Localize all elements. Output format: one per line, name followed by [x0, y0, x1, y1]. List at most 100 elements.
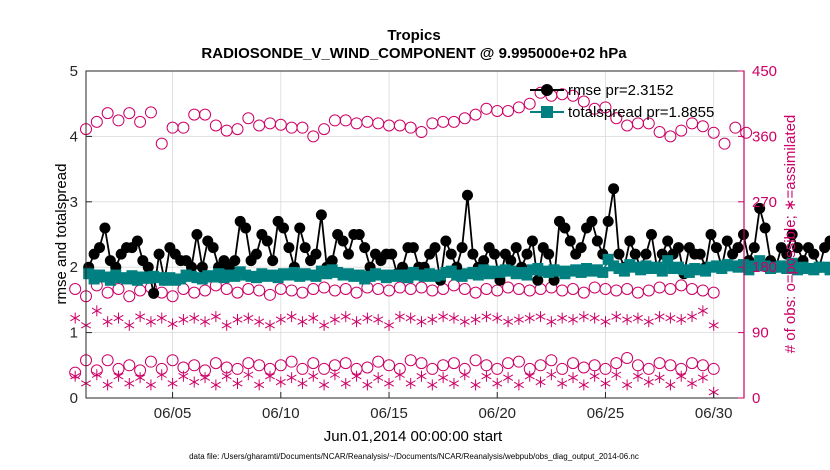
- rmse-point: [673, 242, 685, 254]
- y2-axis-label: # of obs: o=possible; ∗=assimilated: [782, 115, 799, 354]
- obs-possible-point: [166, 354, 179, 367]
- obs-possible-point: [383, 284, 396, 297]
- obs-assimilated-point: [156, 369, 167, 381]
- asterisk-stroke: [91, 371, 102, 378]
- obs-assimilated-point: [589, 370, 600, 382]
- asterisk-stroke: [156, 371, 167, 378]
- obs-assimilated-point: [384, 319, 395, 331]
- y-tick-label: 2: [70, 259, 78, 276]
- y2-tick-label: 0: [752, 390, 760, 407]
- asterisk-stroke: [200, 374, 211, 381]
- obs-possible-point: [707, 362, 720, 375]
- obs-possible-point: [274, 359, 287, 372]
- obs-assimilated-point: [297, 377, 308, 389]
- obs-assimilated-point: [254, 379, 265, 391]
- asterisk-stroke: [373, 374, 384, 381]
- asterisk-stroke: [481, 373, 492, 380]
- asterisk-stroke: [145, 318, 156, 325]
- asterisk-stroke: [254, 318, 265, 325]
- obs-possible-point: [642, 362, 655, 375]
- obs-assimilated-point: [654, 372, 665, 384]
- obs-possible-point: [318, 123, 331, 136]
- rmse-point: [532, 274, 544, 286]
- legend: rmse pr=2.3152 totalspread pr=1.8855: [530, 82, 714, 121]
- obs-possible-point: [177, 121, 190, 134]
- asterisk-stroke: [611, 313, 622, 320]
- obs-possible-point: [664, 359, 677, 372]
- y-tick-label: 1: [70, 325, 78, 342]
- obs-assimilated-point: [70, 312, 81, 324]
- obs-assimilated-point: [232, 377, 243, 389]
- rmse-point: [131, 235, 143, 247]
- obs-assimilated-point: [91, 305, 102, 317]
- obs-assimilated-point: [189, 312, 200, 324]
- rmse-point: [250, 248, 262, 260]
- obs-assimilated-point: [524, 312, 535, 324]
- asterisk-stroke: [70, 314, 81, 322]
- obs-possible-point: [166, 290, 179, 303]
- asterisk-stroke: [654, 374, 665, 381]
- obs-assimilated-point: [102, 379, 113, 391]
- obs-assimilated-point: [578, 379, 589, 391]
- asterisk-stroke: [513, 316, 524, 323]
- rmse-point: [591, 235, 603, 247]
- obs-assimilated-point: [438, 311, 449, 323]
- obs-possible-point: [101, 354, 114, 367]
- rmse-point: [754, 202, 766, 214]
- rmse-point: [640, 248, 652, 260]
- asterisk-stroke: [135, 313, 146, 320]
- rmse-point: [267, 255, 279, 267]
- obs-assimilated-point: [427, 314, 438, 326]
- y-tick-label: 3: [70, 194, 78, 211]
- y2-tick-label: 450: [752, 63, 777, 80]
- asterisk-stroke: [503, 374, 514, 381]
- obs-assimilated-point: [102, 316, 113, 328]
- obs-possible-point: [242, 112, 255, 125]
- obs-possible-point: [447, 357, 460, 370]
- obs-possible-point: [415, 357, 428, 370]
- asterisk-stroke: [362, 381, 373, 389]
- obs-assimilated-point: [470, 314, 481, 326]
- rmse-point: [359, 242, 371, 254]
- asterisk-stroke: [687, 380, 698, 387]
- obs-possible-point: [567, 283, 580, 295]
- obs-assimilated-point: [600, 316, 611, 328]
- y2-tick-label: 90: [752, 325, 769, 342]
- obs-assimilated-point: [405, 312, 416, 324]
- asterisk-stroke: [275, 316, 286, 323]
- obs-possible-point: [231, 286, 244, 299]
- obs-possible-point: [458, 112, 471, 125]
- obs-assimilated-point: [286, 311, 297, 323]
- totalspread-point: [618, 265, 630, 277]
- obs-assimilated-point: [340, 311, 351, 323]
- totalspread-point: [656, 265, 668, 277]
- obs-possible-point: [458, 283, 471, 295]
- asterisk-stroke: [308, 373, 319, 380]
- asterisk-stroke: [394, 313, 405, 320]
- rmse-point: [445, 248, 457, 260]
- obs-possible-point: [101, 286, 114, 299]
- obs-assimilated-point: [232, 314, 243, 326]
- obs-assimilated-point: [362, 379, 373, 391]
- asterisk-stroke: [124, 380, 135, 387]
- obs-possible-point: [404, 121, 417, 134]
- obs-possible-point: [263, 288, 276, 301]
- obs-assimilated-point: [308, 312, 319, 324]
- obs-assimilated-point: [178, 314, 189, 326]
- rmse-point: [489, 248, 501, 260]
- obs-possible-point: [231, 123, 244, 136]
- obs-assimilated-point: [622, 379, 633, 391]
- legend-spread-marker: [541, 106, 553, 118]
- obs-possible-point: [512, 101, 525, 114]
- obs-assimilated-point: [394, 369, 405, 381]
- obs-possible-point: [307, 130, 320, 143]
- obs-possible-point: [610, 112, 623, 125]
- rmse-point: [207, 242, 219, 254]
- rmse-point: [467, 248, 479, 260]
- chart-subtitle: RADIOSONDE_V_WIND_COMPONENT @ 9.995000e+…: [201, 45, 627, 62]
- obs-assimilated-point: [264, 319, 275, 331]
- y-axis-label: rmse and totalspread: [53, 164, 70, 305]
- asterisk-stroke: [459, 371, 470, 378]
- y-tick-label: 4: [70, 128, 78, 145]
- asterisk-stroke: [232, 380, 243, 387]
